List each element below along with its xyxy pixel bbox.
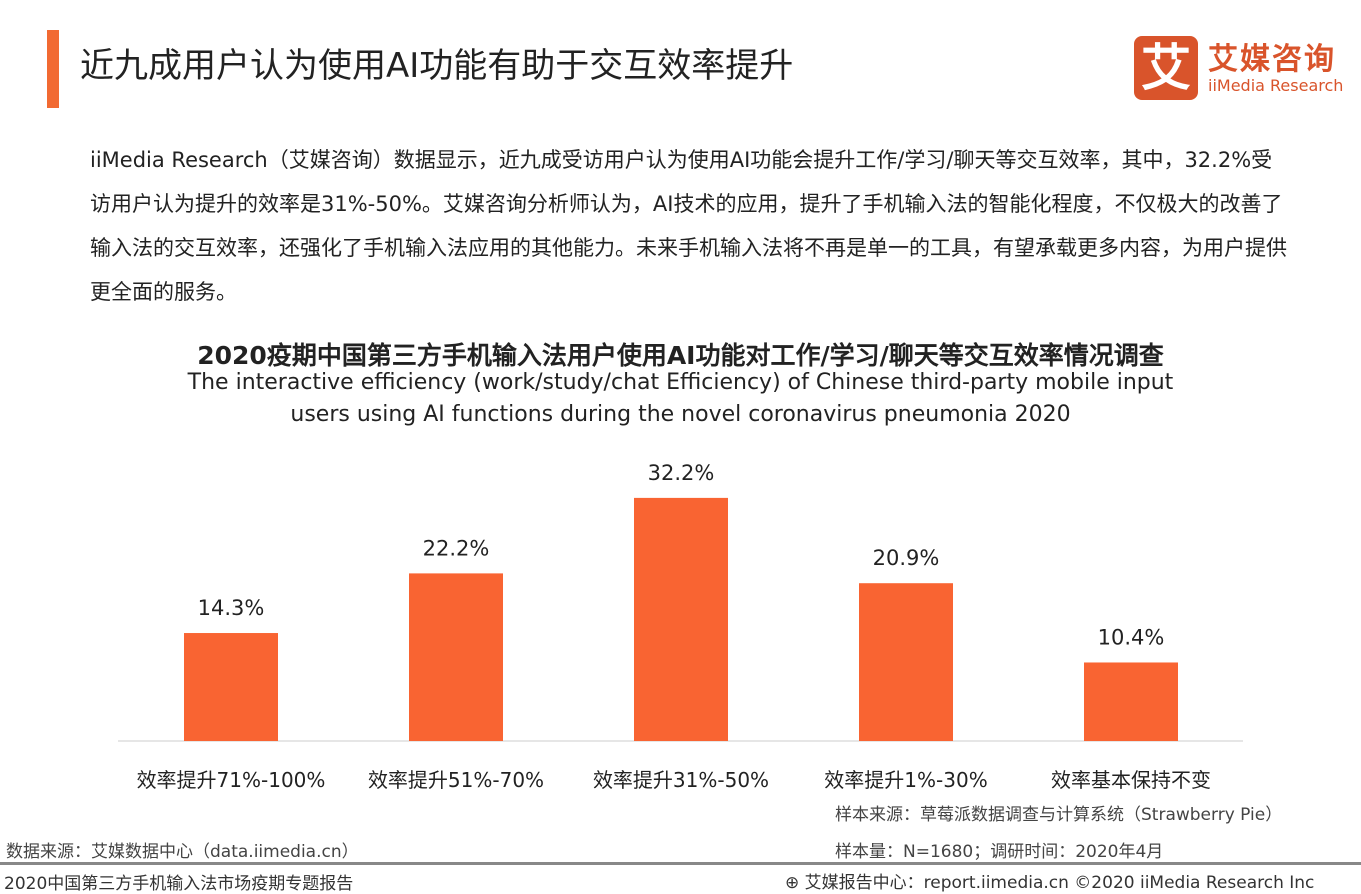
sample-size: 样本量：N=1680；调研时间：2020年4月 — [835, 842, 1164, 862]
sample-source: 样本来源：草莓派数据调查与计算系统（Strawberry Pie） — [835, 805, 1283, 825]
page-title: 近九成用户认为使用AI功能有助于交互效率提升 — [80, 46, 794, 86]
bar — [1084, 662, 1178, 741]
data-label: 20.9% — [873, 546, 940, 570]
report-name: 2020中国第三方手机输入法市场疫期专题报告 — [4, 874, 354, 894]
x-tick-label: 效率提升51%-70% — [368, 768, 544, 792]
data-label: 32.2% — [648, 461, 715, 485]
x-tick-label: 效率基本保持不变 — [1051, 768, 1211, 792]
bar — [634, 497, 728, 741]
x-tick-label: 效率提升71%-100% — [137, 768, 326, 792]
data-source: 数据来源：艾媒数据中心（data.iimedia.cn） — [6, 842, 359, 862]
x-tick-label: 效率提升31%-50% — [593, 768, 769, 792]
x-tick-label: 效率提升1%-30% — [824, 768, 987, 792]
logo-en: iiMedia Research — [1208, 76, 1344, 95]
data-label: 10.4% — [1098, 625, 1165, 649]
bar — [859, 583, 953, 741]
data-label: 22.2% — [423, 536, 490, 560]
footer-divider — [0, 862, 1361, 865]
title-accent-bar — [47, 30, 59, 108]
chart-subtitle-1: The interactive efficiency (work/study/c… — [187, 370, 1174, 395]
chart-subtitle-2: users using AI functions during the nove… — [290, 402, 1071, 427]
logo-cn: 艾媒咨询 — [1208, 42, 1336, 77]
bar-chart: 14.3% 效率提升71%-100% 22.2% 效率提升51%-70% 32.2% 效率… — [118, 461, 1243, 792]
bar — [409, 573, 503, 741]
logo-mark: 艾 — [1134, 36, 1198, 100]
report-center-text: 艾媒报告中心：report.iimedia.cn ©2020 iiMedia R… — [804, 873, 1315, 893]
data-label: 14.3% — [198, 596, 265, 620]
chart-title: 2020疫期中国第三方手机输入法用户使用AI功能对工作/学习/聊天等交互效率情况… — [197, 341, 1164, 370]
summary-text: iiMedia Research（艾媒咨询）数据显示，近九成受访用户认为使用AI… — [90, 148, 1287, 304]
report-center: ⊕ 艾媒报告中心：report.iimedia.cn ©2020 iiMedia… — [785, 868, 1314, 893]
bar — [184, 633, 278, 741]
globe-icon: ⊕ — [785, 873, 800, 893]
